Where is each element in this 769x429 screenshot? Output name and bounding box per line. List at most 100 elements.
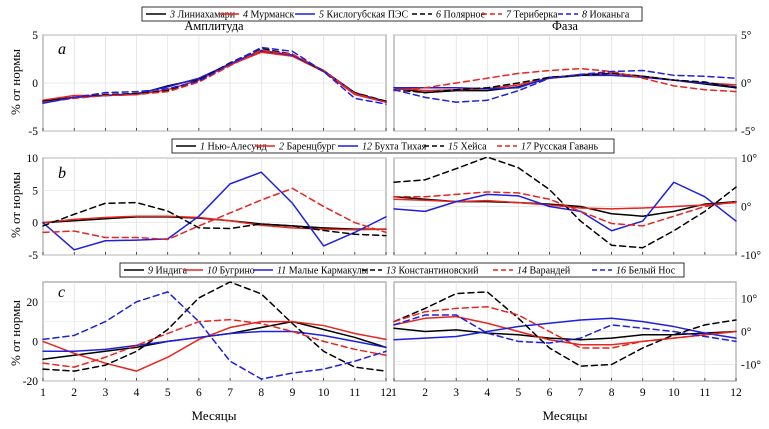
legend-entry-4-3: 13 Константиновский [386,266,479,277]
xtick-label-5-12: 12 [730,387,742,399]
legend-entry-0-4: 7 Териберка [506,10,558,21]
xtick-label-4-2: 2 [71,387,77,399]
panel-a-right-title: Фаза [552,19,578,33]
xtick-label-5-2: 2 [422,387,428,399]
legend-box-2 [171,138,615,154]
ytick-label-0-1: 0 [32,78,38,90]
series-line-2-3 [42,201,387,237]
xtick-label-4-8: 8 [258,387,264,399]
xtick-label-4-4: 4 [134,387,140,399]
series-line-0-5 [42,46,387,105]
xtick-label-5-3: 3 [453,387,459,399]
ytick-label-5-2: 10° [741,294,758,306]
series-line-0-4 [42,49,387,103]
series-line-4-4 [42,318,387,368]
series-line-2-4 [42,187,387,241]
xtick-label-4-1: 1 [40,387,46,399]
x-axis-label-right: Месяцы [543,408,588,423]
panel-letter-b: b [58,165,66,182]
ytick-label-0-2: 5 [32,30,38,42]
xtick-label-4-3: 3 [102,387,108,399]
xtick-label-4-7: 7 [227,387,233,399]
series-line-5-5 [393,314,737,344]
legend-entry-4-4: 14 Варандей [517,266,571,277]
series-line-3-1 [393,198,737,210]
ytick-label-4-1: 0 [32,336,38,348]
xtick-label-5-10: 10 [668,387,680,399]
ytick-label-3-0: -10° [741,250,761,262]
legend-entry-4-0: 9 Индига [148,266,188,277]
ytick-label-2-3: 10 [27,153,39,165]
ytick-label-3-2: 10° [741,153,758,165]
series-line-5-4 [393,306,737,349]
xtick-label-5-7: 7 [578,387,584,399]
legend-box-0 [141,6,643,22]
series-line-3-4 [393,191,737,227]
x-axis-label-left: Месяцы [192,408,237,423]
legend-entry-0-3: 6 Полярное [436,10,486,21]
legend-entry-0-1: 4 Мурманск [243,10,294,21]
panel-letter-a: a [58,41,66,58]
ytick-label-0-0: -5 [28,126,38,138]
xtick-label-5-5: 5 [515,387,521,399]
xtick-label-5-4: 4 [484,387,490,399]
ytick-label-2-2: 5 [32,185,38,197]
y-axis-label-a: % от нормы [8,49,23,115]
ytick-label-1-1: 0° [741,78,752,90]
series-line-4-5 [42,291,387,380]
ytick-label-1-0: -5° [741,126,756,138]
ytick-label-4-0: -20 [23,376,39,388]
series-line-2-2 [42,171,387,251]
ytick-label-5-1: 0° [741,327,752,339]
legend-entry-4-5: 16 Белый Нос [616,266,676,277]
legend-entry-0-5: 8 Иоканьга [582,10,630,21]
ytick-label-1-2: 5° [741,30,752,42]
series-line-5-0 [393,327,737,341]
xtick-label-4-5: 5 [165,387,171,399]
xtick-label-4-9: 9 [290,387,296,399]
xtick-label-4-11: 11 [349,387,360,399]
xtick-label-4-6: 6 [196,387,202,399]
xtick-label-5-9: 9 [640,387,646,399]
series-line-5-2 [393,317,737,341]
legend-entry-2-0: 1 Нью-Алесунд [200,142,267,153]
panel-a-left-title: Амплитуда [184,19,244,33]
series-line-0-3 [42,47,387,102]
series-line-5-3 [393,291,737,367]
y-axis-label-c: % от нормы [8,300,23,366]
ytick-label-4-2: 20 [27,297,39,309]
axes-frame-4 [42,281,387,382]
xtick-label-4-10: 10 [318,387,330,399]
legend-box-4 [119,262,685,278]
legend-entry-2-2: 12 Бухта Тихая [362,142,427,153]
xtick-label-5-8: 8 [609,387,615,399]
ytick-label-5-0: -10° [741,360,761,372]
series-line-5-1 [393,315,737,346]
panel-letter-c: c [58,284,65,301]
series-line-4-1 [42,320,387,372]
legend-entry-0-2: 5 Кислогубская ПЭС [319,10,409,21]
ytick-label-3-1: 0° [741,202,752,214]
ytick-label-2-0: -5 [28,250,38,262]
legend-entry-0-0: 3 Линиахамари [169,10,236,21]
xtick-label-5-1: 1 [391,387,397,399]
legend-entry-4-1: 10 Бугрино [207,266,255,277]
legend-entry-2-3: 15 Хейса [448,142,487,153]
legend-entry-2-4: 17 Русская Гавань [521,142,599,153]
xtick-label-5-11: 11 [699,387,710,399]
y-axis-label-b: % от нормы [8,172,23,238]
xtick-label-4-12: 12 [380,387,392,399]
series-line-4-2 [42,330,387,353]
xtick-label-5-6: 6 [547,387,553,399]
legends-layer: 3 Линиахамари 4 Мурманск 5 Кислогубская ПЭ… [119,6,685,278]
series-layer [42,46,737,380]
series-line-3-2 [393,181,737,232]
legend-entry-4-2: 11 Малые Кармакулы [277,266,369,277]
series-line-1-4 [393,67,737,93]
series-line-3-3 [393,156,737,249]
ytick-label-2-1: 0 [32,218,38,230]
legend-entry-2-1: 2 Баренцбург [279,142,336,153]
series-line-1-5 [393,69,737,103]
